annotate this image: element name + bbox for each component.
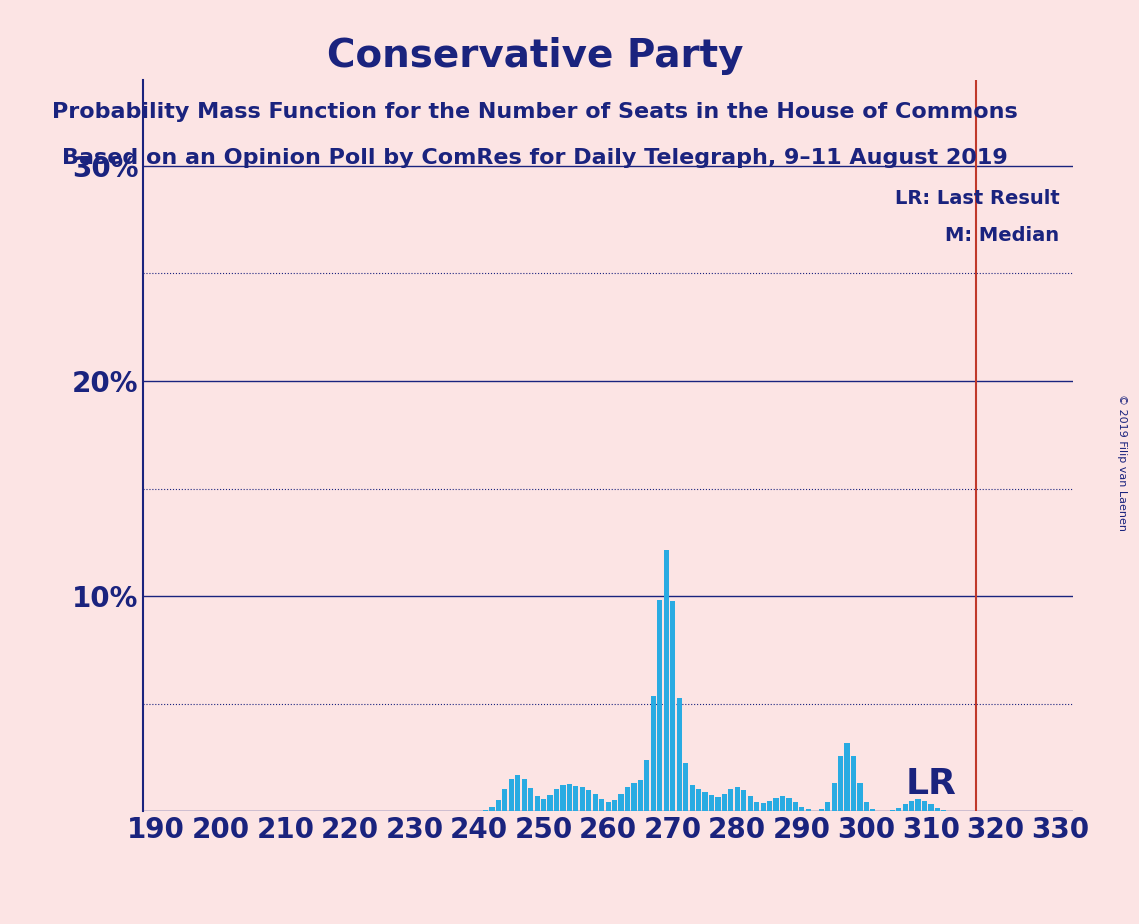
- Bar: [928, 804, 934, 811]
- Bar: [780, 796, 785, 811]
- Text: Conservative Party: Conservative Party: [327, 37, 744, 75]
- Bar: [548, 795, 552, 811]
- Bar: [509, 779, 514, 811]
- Bar: [573, 785, 579, 811]
- Bar: [495, 799, 501, 811]
- Bar: [941, 809, 947, 811]
- Bar: [618, 794, 624, 811]
- Text: M: Median: M: Median: [945, 226, 1059, 246]
- Bar: [638, 780, 644, 811]
- Bar: [722, 794, 727, 811]
- Bar: [664, 550, 669, 811]
- Bar: [767, 801, 772, 811]
- Bar: [935, 808, 940, 811]
- Bar: [522, 779, 527, 811]
- Bar: [703, 792, 707, 811]
- Bar: [754, 801, 760, 811]
- Bar: [490, 807, 494, 811]
- Text: © 2019 Filip van Laenen: © 2019 Filip van Laenen: [1117, 394, 1126, 530]
- Text: LR: LR: [906, 767, 957, 801]
- Bar: [858, 784, 862, 811]
- Bar: [625, 787, 630, 811]
- Bar: [896, 808, 901, 811]
- Bar: [825, 802, 830, 811]
- Bar: [863, 802, 869, 811]
- Bar: [567, 784, 572, 811]
- Bar: [909, 801, 915, 811]
- Bar: [587, 790, 591, 811]
- Bar: [793, 802, 798, 811]
- Bar: [728, 789, 734, 811]
- Text: LR: Last Result: LR: Last Result: [894, 189, 1059, 209]
- Bar: [606, 802, 611, 811]
- Bar: [831, 784, 837, 811]
- Bar: [541, 798, 547, 811]
- Bar: [670, 601, 675, 811]
- Bar: [708, 796, 714, 811]
- Bar: [844, 743, 850, 811]
- Bar: [696, 789, 702, 811]
- Bar: [870, 809, 876, 811]
- Bar: [483, 809, 489, 811]
- Bar: [683, 763, 688, 811]
- Bar: [838, 757, 843, 811]
- Bar: [800, 807, 804, 811]
- Bar: [921, 801, 927, 811]
- Bar: [612, 800, 617, 811]
- Bar: [502, 789, 508, 811]
- Bar: [631, 784, 637, 811]
- Bar: [580, 787, 585, 811]
- Bar: [805, 809, 811, 811]
- Bar: [528, 788, 533, 811]
- Bar: [773, 797, 779, 811]
- Bar: [515, 775, 521, 811]
- Bar: [689, 785, 695, 811]
- Bar: [916, 799, 920, 811]
- Bar: [735, 787, 740, 811]
- Bar: [747, 796, 753, 811]
- Bar: [645, 760, 649, 811]
- Bar: [786, 798, 792, 811]
- Bar: [657, 600, 663, 811]
- Text: Based on an Opinion Poll by ComRes for Daily Telegraph, 9–11 August 2019: Based on an Opinion Poll by ComRes for D…: [63, 148, 1008, 168]
- Bar: [592, 794, 598, 811]
- Bar: [851, 757, 857, 811]
- Bar: [650, 696, 656, 811]
- Bar: [812, 810, 818, 811]
- Bar: [761, 803, 765, 811]
- Bar: [677, 698, 682, 811]
- Bar: [902, 804, 908, 811]
- Bar: [890, 809, 895, 811]
- Bar: [560, 784, 566, 811]
- Bar: [715, 796, 721, 811]
- Bar: [554, 789, 559, 811]
- Bar: [741, 790, 746, 811]
- Bar: [534, 796, 540, 811]
- Bar: [819, 809, 823, 811]
- Text: Probability Mass Function for the Number of Seats in the House of Commons: Probability Mass Function for the Number…: [52, 102, 1018, 122]
- Bar: [599, 799, 605, 811]
